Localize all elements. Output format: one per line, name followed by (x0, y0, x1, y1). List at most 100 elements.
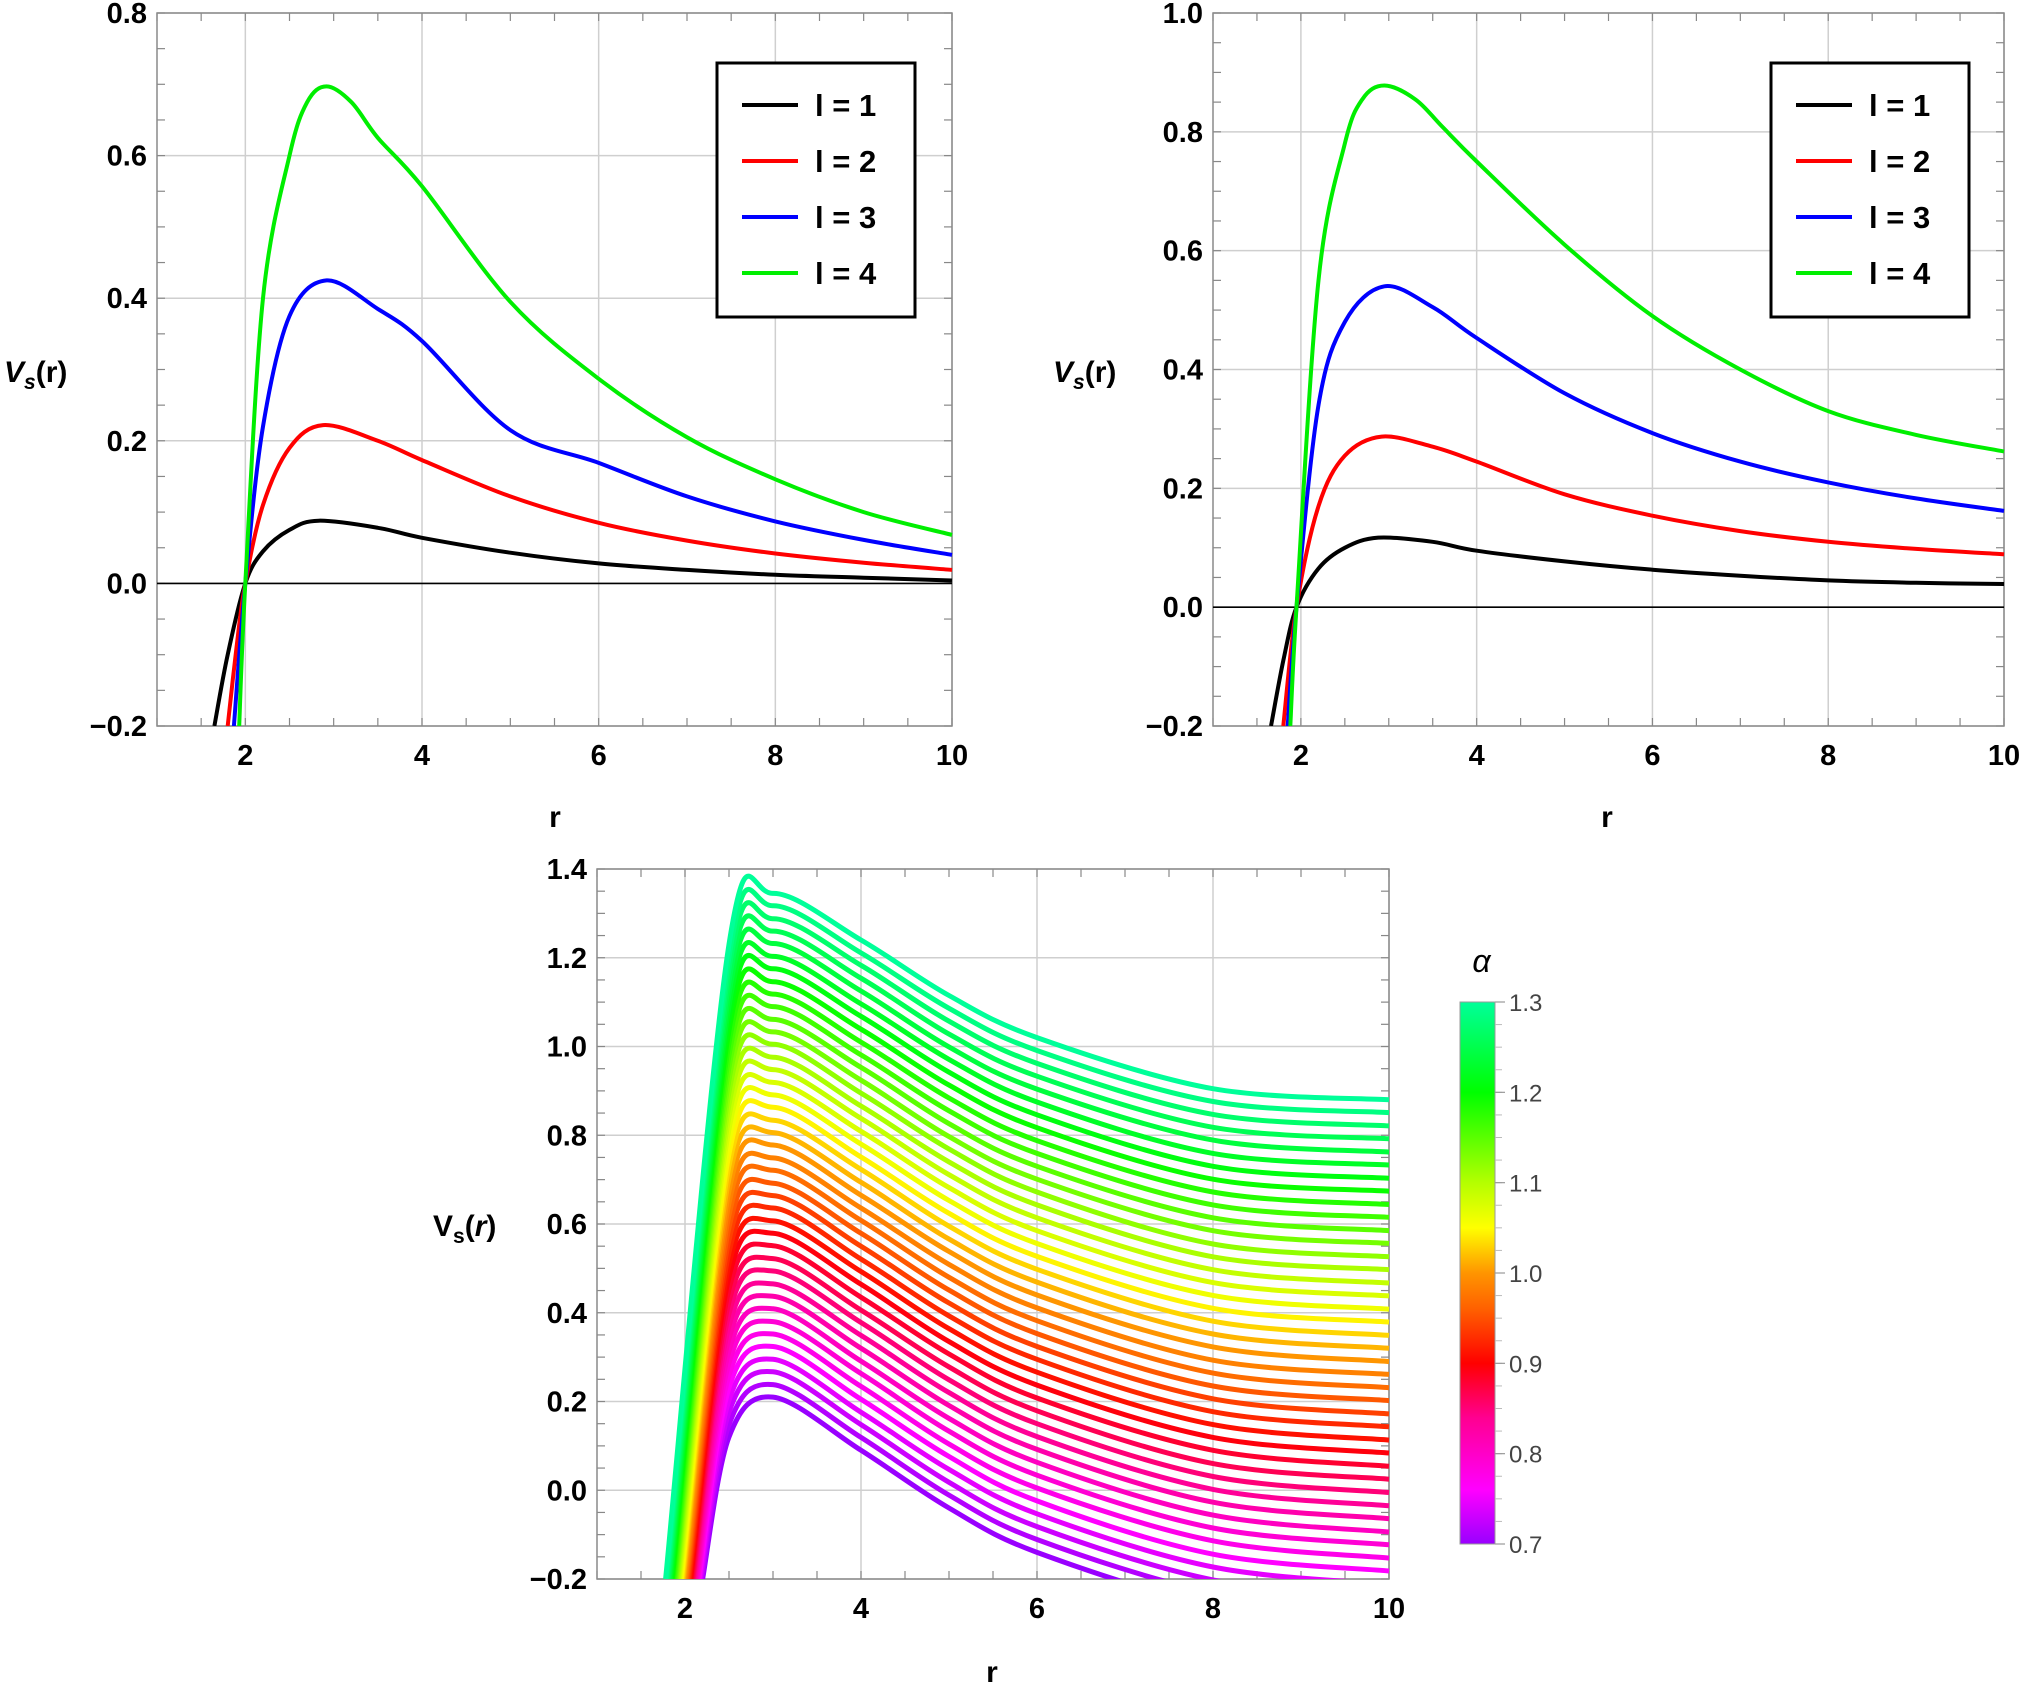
x-tick-label: 6 (1029, 1593, 1045, 1625)
y-label-main: V (1053, 356, 1076, 389)
x-axis-label: r (986, 1656, 998, 1683)
colorbar-tick-label: 0.8 (1509, 1442, 1542, 1469)
x-tick-label: 8 (767, 740, 783, 772)
y-label-main: V (4, 356, 27, 389)
curve-l2 (1281, 434, 2005, 726)
legend-label: l = 1 (1869, 88, 1930, 123)
legend-label: l = 1 (815, 88, 876, 123)
y-tick-label: 0.0 (107, 568, 147, 600)
x-tick-label: 10 (936, 740, 968, 772)
y-label-sub: s (453, 1225, 465, 1248)
curve-alpha-0.775 (695, 1331, 1390, 1579)
y-tick-label: 1.0 (1163, 0, 1203, 30)
y-tick-label: 0.0 (1163, 592, 1203, 624)
legend-label: l = 4 (815, 256, 877, 291)
legend: l = 1 l = 2 l = 3 l = 4 (715, 61, 917, 319)
curve-l1 (1269, 535, 2005, 726)
x-tick-label: 2 (237, 740, 253, 772)
y-label-rest: (r) (36, 356, 68, 389)
y-tick-label: 0.2 (107, 426, 147, 458)
plot-frame (156, 12, 953, 727)
curve-alpha-0.790 (694, 1318, 1390, 1579)
curve-alpha-0.745 (697, 1356, 1350, 1579)
legend-label: l = 3 (815, 200, 876, 235)
y-axis-label: Vs(r) (4, 356, 67, 394)
y-axis-label: Vs(r) (1053, 356, 1116, 394)
x-tick-label: 8 (1205, 1593, 1221, 1625)
y-tick-label: 0.8 (1163, 117, 1203, 149)
colorbar-title: α (1472, 943, 1491, 979)
y-tick-label: 0.8 (107, 0, 147, 30)
y-tick-label: 0.6 (1163, 236, 1203, 268)
y-tick-label: 1.2 (547, 943, 587, 975)
y-tick-label: 0.6 (107, 141, 147, 173)
curve-alpha-0.760 (696, 1343, 1390, 1579)
y-tick-label: 0.2 (1163, 473, 1203, 505)
colorbar-tick-label: 1.0 (1509, 1261, 1542, 1288)
plot-frame (596, 868, 1390, 1580)
curves (212, 84, 953, 726)
y-axis-label: Vs(r) (433, 1210, 496, 1248)
y-tick-label: 1.4 (547, 854, 587, 886)
legend-label: l = 4 (1869, 256, 1931, 291)
colorbar-tick-label: 1.3 (1509, 990, 1542, 1017)
colorbar-gradient (1459, 1001, 1496, 1545)
x-tick-label: 4 (1469, 740, 1485, 772)
colorbar-tick-label: 1.1 (1509, 1171, 1542, 1198)
plot-frame (1212, 12, 2005, 727)
x-tick-label: 8 (1820, 740, 1836, 772)
y-tick-label: 0.6 (547, 1209, 587, 1241)
y-tick-label: −0.2 (530, 1564, 587, 1596)
y-label-main: V (433, 1210, 453, 1243)
x-axis-label: r (549, 801, 561, 834)
curve-alpha-0.730 (698, 1368, 1222, 1579)
curve-l4 (1288, 83, 2005, 726)
curve-alpha-0.835 (691, 1280, 1390, 1579)
y-tick-label: 0.4 (1163, 355, 1203, 387)
curve-l4 (237, 84, 953, 726)
curve-alpha-0.700 (700, 1394, 1123, 1579)
legend-label: l = 2 (815, 144, 876, 179)
y-tick-label: 0.8 (547, 1120, 587, 1152)
plot-bottom-alpha-family: 2 4 6 8 101.41.21.00.80.60.40.20.0−0.2rVs(r)… (433, 854, 1542, 1683)
legend-label: l = 3 (1869, 200, 1930, 235)
x-tick-label: 6 (591, 740, 607, 772)
y-label-rest: (r) (1085, 356, 1117, 389)
x-tick-label: 4 (414, 740, 430, 772)
x-tick-label: 4 (853, 1593, 869, 1625)
y-tick-label: 0.2 (547, 1387, 587, 1419)
curve-l1 (212, 518, 953, 726)
curve-alpha-0.805 (693, 1305, 1390, 1579)
x-tick-label: 6 (1644, 740, 1660, 772)
curve-l3 (231, 278, 953, 726)
y-tick-label: 0.4 (107, 283, 147, 315)
y-label-var: r (475, 1210, 489, 1243)
x-tick-label: 10 (1373, 1593, 1405, 1625)
curve-alpha-1.300 (663, 873, 1390, 1579)
y-label-sub: s (1073, 371, 1085, 394)
curves (1269, 83, 2005, 726)
x-tick-label: 10 (1988, 740, 2020, 772)
y-tick-label: 0.0 (547, 1475, 587, 1507)
curve-alpha-0.820 (692, 1293, 1390, 1579)
y-tick-label: 0.4 (547, 1298, 587, 1330)
x-axis-label: r (1601, 801, 1613, 834)
x-tick-label: 2 (677, 1593, 693, 1625)
curves (663, 873, 1390, 1579)
y-label-open: ( (465, 1210, 475, 1243)
legend-label: l = 2 (1869, 144, 1930, 179)
x-tick-label: 2 (1293, 740, 1309, 772)
y-label-sub: s (24, 371, 36, 394)
y-tick-label: 1.0 (547, 1032, 587, 1064)
y-label-close: ) (486, 1210, 496, 1243)
colorbar: α 1.3 1.2 1.1 1.0 0.9 0.8 0.7 (1459, 943, 1542, 1559)
curve-l3 (1285, 284, 2005, 726)
colorbar-tick-label: 0.7 (1509, 1532, 1542, 1559)
colorbar-tick-label: 1.2 (1509, 1080, 1542, 1107)
curve-alpha-0.715 (699, 1381, 1167, 1579)
legend: l = 1 l = 2 l = 3 l = 4 (1769, 61, 1971, 319)
colorbar-tick-label: 0.9 (1509, 1351, 1542, 1378)
